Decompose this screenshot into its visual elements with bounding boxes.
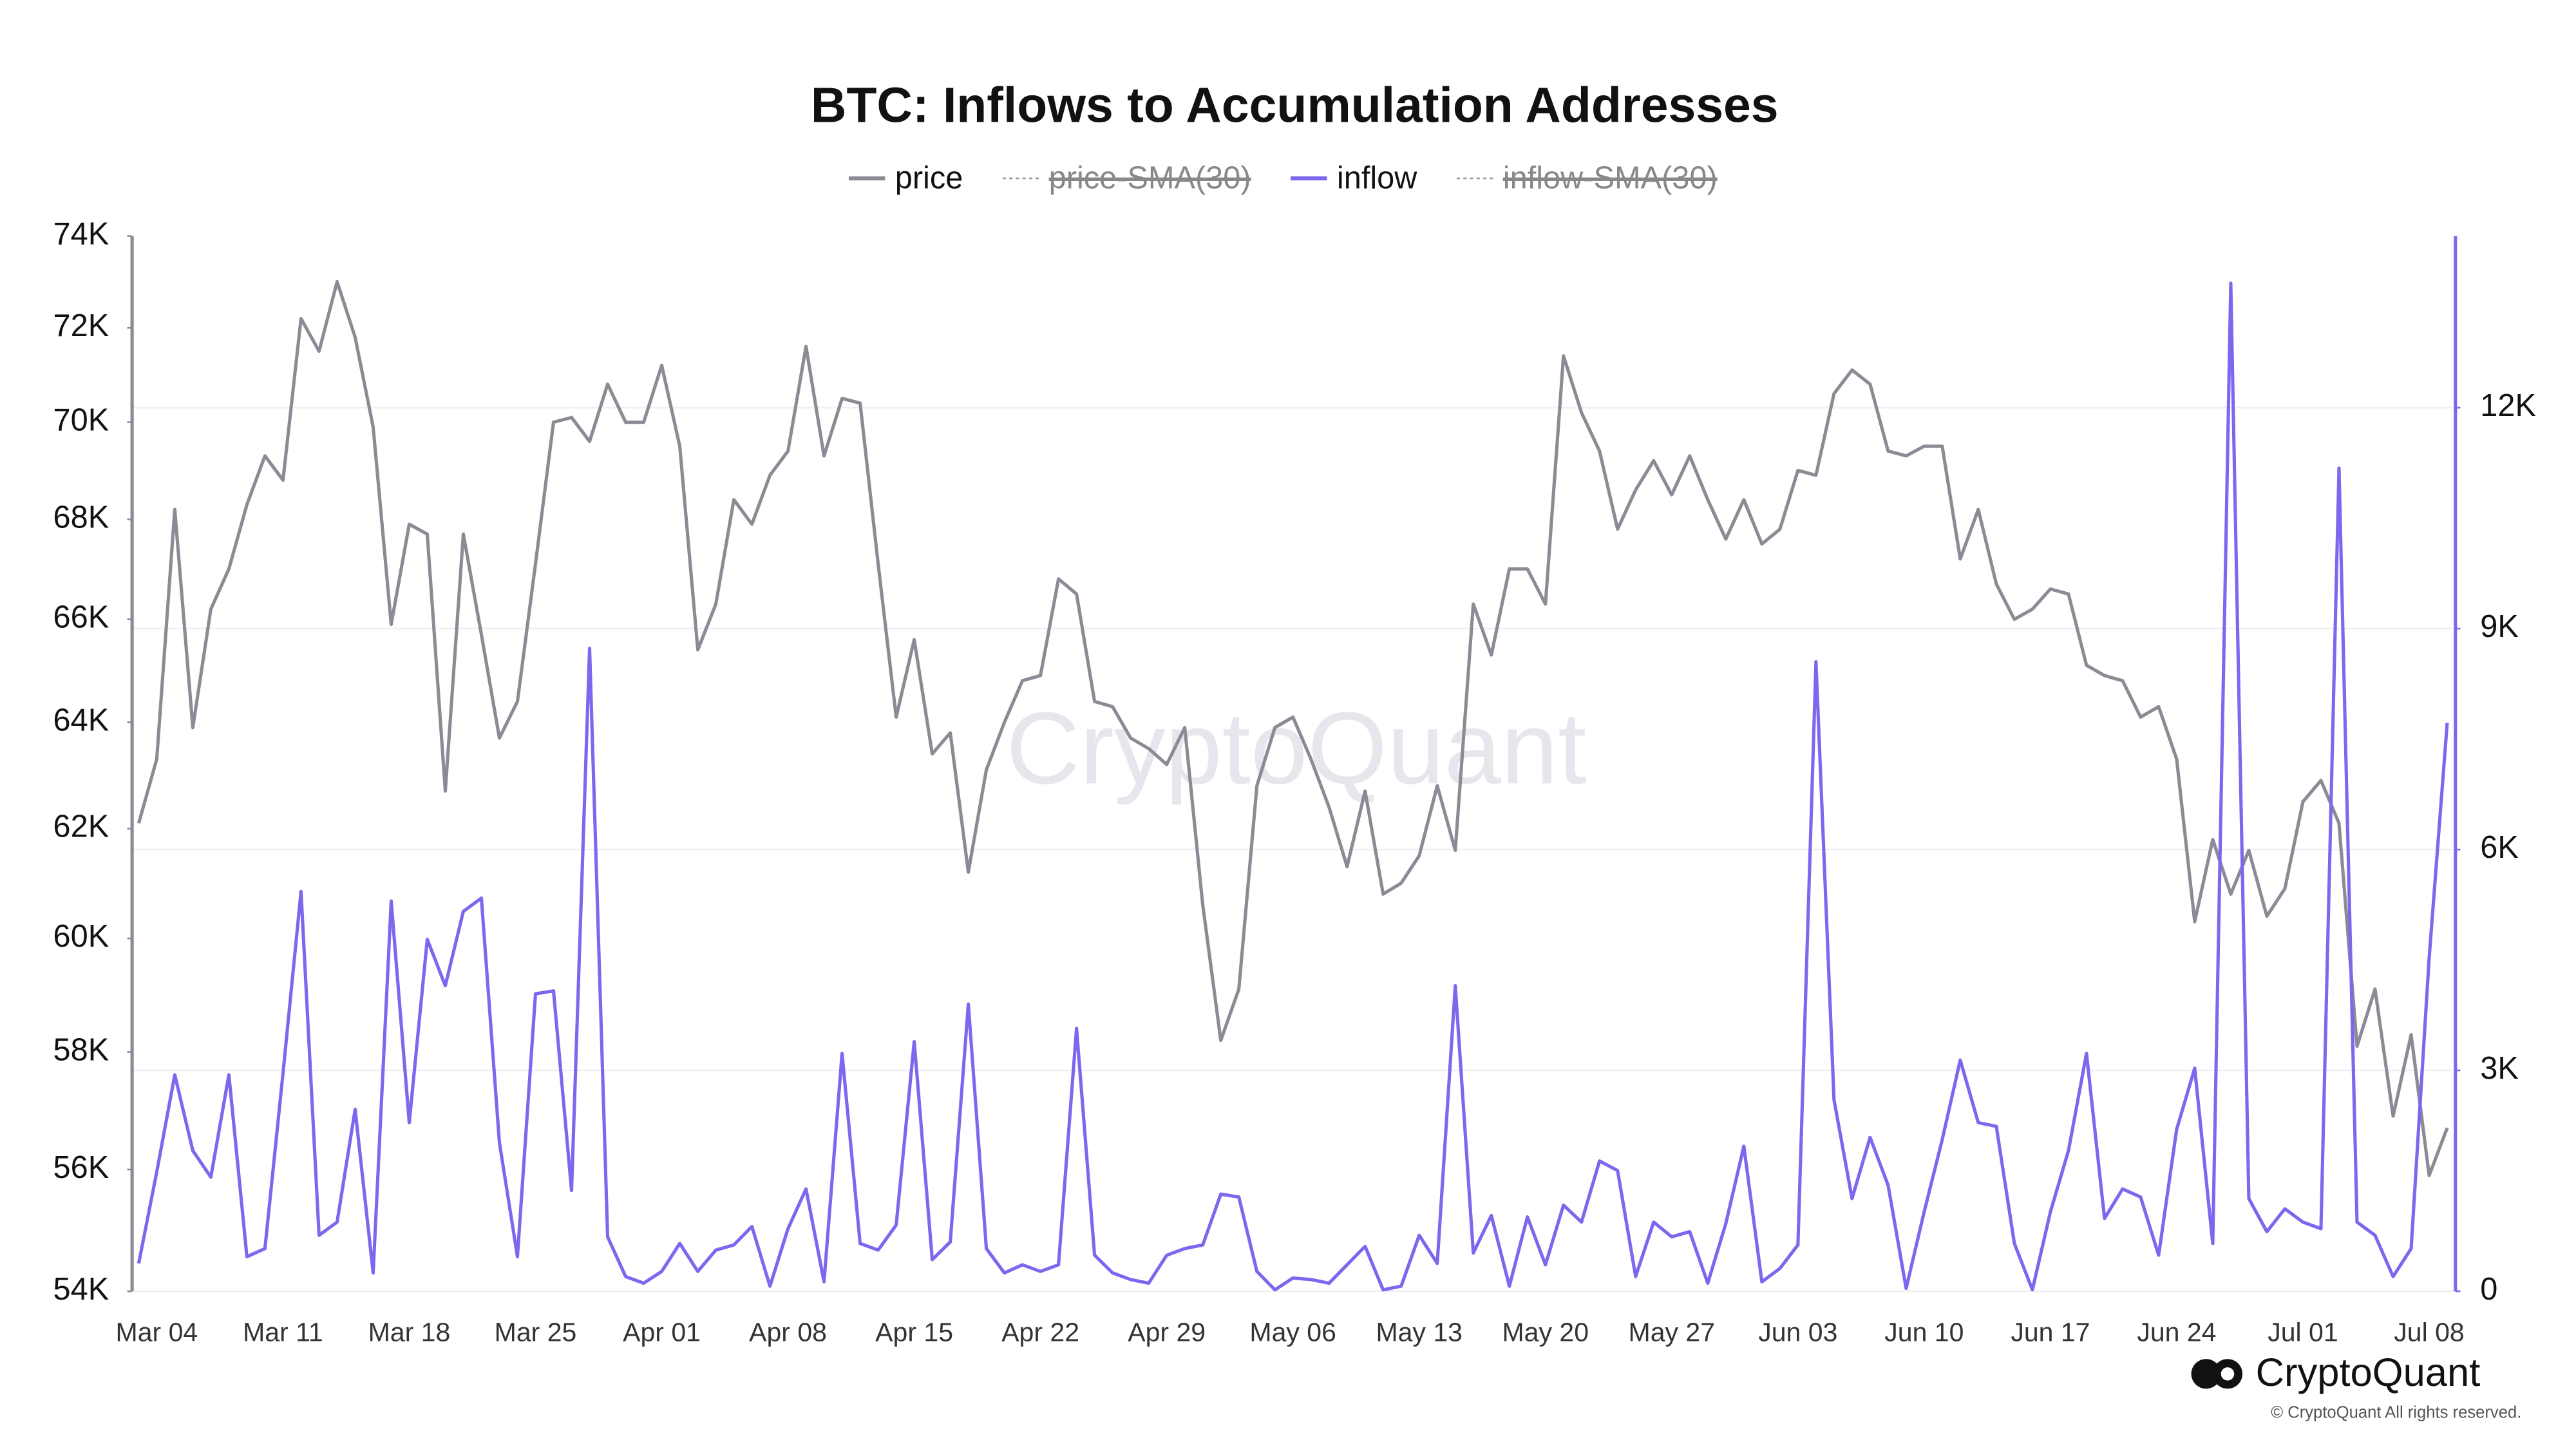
- x-tick-label: Mar 11: [243, 1318, 323, 1347]
- legend: price price-SMA(30) inflow inflow-SMA(30): [848, 160, 1718, 195]
- chart-title: BTC: Inflows to Accumulation Addresses: [811, 78, 1779, 133]
- y2-tick-label: 9K: [2480, 609, 2519, 644]
- y2-tick-label: 6K: [2480, 830, 2519, 865]
- y-tick-label: 62K: [53, 810, 109, 844]
- logo-mark: [2221, 1367, 2235, 1381]
- legend-label: price: [895, 160, 963, 195]
- x-tick-label: Jun 10: [1884, 1318, 1964, 1347]
- copyright: © CryptoQuant All rights reserved.: [2271, 1404, 2521, 1422]
- watermark: CryptoQuant: [1006, 690, 1586, 805]
- plot-area: 54K 56K 58K 60K 62K 64K 66K 68K 70K 72K 74K 0 3K 6K 9K…: [53, 217, 2536, 1347]
- y-tick-label: 70K: [53, 403, 109, 438]
- x-tick-label: Apr 22: [1001, 1318, 1079, 1347]
- x-tick-label: May 27: [1629, 1318, 1716, 1347]
- x-tick-label: Mar 18: [368, 1318, 451, 1347]
- x-tick-label: Apr 29: [1128, 1318, 1206, 1347]
- x-tick-label: May 13: [1376, 1318, 1463, 1347]
- y-tick-label: 60K: [53, 919, 109, 954]
- y-tick-label: 72K: [53, 308, 109, 343]
- x-tick-label: May 06: [1249, 1318, 1336, 1347]
- y-tick-label: 56K: [53, 1150, 109, 1185]
- x-tick-label: Mar 04: [116, 1318, 198, 1347]
- y-tick-label: 64K: [53, 703, 109, 738]
- legend-label: inflow: [1337, 160, 1417, 195]
- y2-tick-label: 3K: [2480, 1051, 2519, 1086]
- y-tick-label: 66K: [53, 600, 109, 634]
- x-tick-label: May 20: [1502, 1318, 1589, 1347]
- y2-tick-label: 0: [2480, 1272, 2497, 1307]
- legend-label: price-SMA(30): [1049, 160, 1251, 195]
- brand-logo: CryptoQuant © CryptoQuant All rights res…: [2191, 1350, 2521, 1422]
- y-tick-label: 54K: [53, 1272, 109, 1307]
- brand-name: CryptoQuant: [2256, 1350, 2481, 1395]
- x-tick-label: Apr 15: [875, 1318, 953, 1347]
- x-tick-label: Jul 08: [2394, 1318, 2464, 1347]
- y-tick-label: 74K: [53, 217, 109, 252]
- y2-tick-label: 12K: [2480, 388, 2536, 423]
- y-tick-label: 68K: [53, 500, 109, 535]
- x-tick-label: Jun 24: [2137, 1318, 2216, 1347]
- y-tick-label: 58K: [53, 1032, 109, 1067]
- x-tick-label: Mar 25: [495, 1318, 577, 1347]
- logo-mark: [2191, 1359, 2221, 1389]
- x-tick-label: Jul 01: [2268, 1318, 2338, 1347]
- x-tick-label: Apr 08: [749, 1318, 827, 1347]
- x-tick-label: Apr 01: [623, 1318, 701, 1347]
- legend-label: inflow-SMA(30): [1503, 160, 1718, 195]
- series-line: [137, 281, 2449, 1292]
- series-line: [137, 279, 2449, 1177]
- x-tick-label: Jun 03: [1758, 1318, 1837, 1347]
- x-tick-label: Jun 17: [2011, 1318, 2090, 1347]
